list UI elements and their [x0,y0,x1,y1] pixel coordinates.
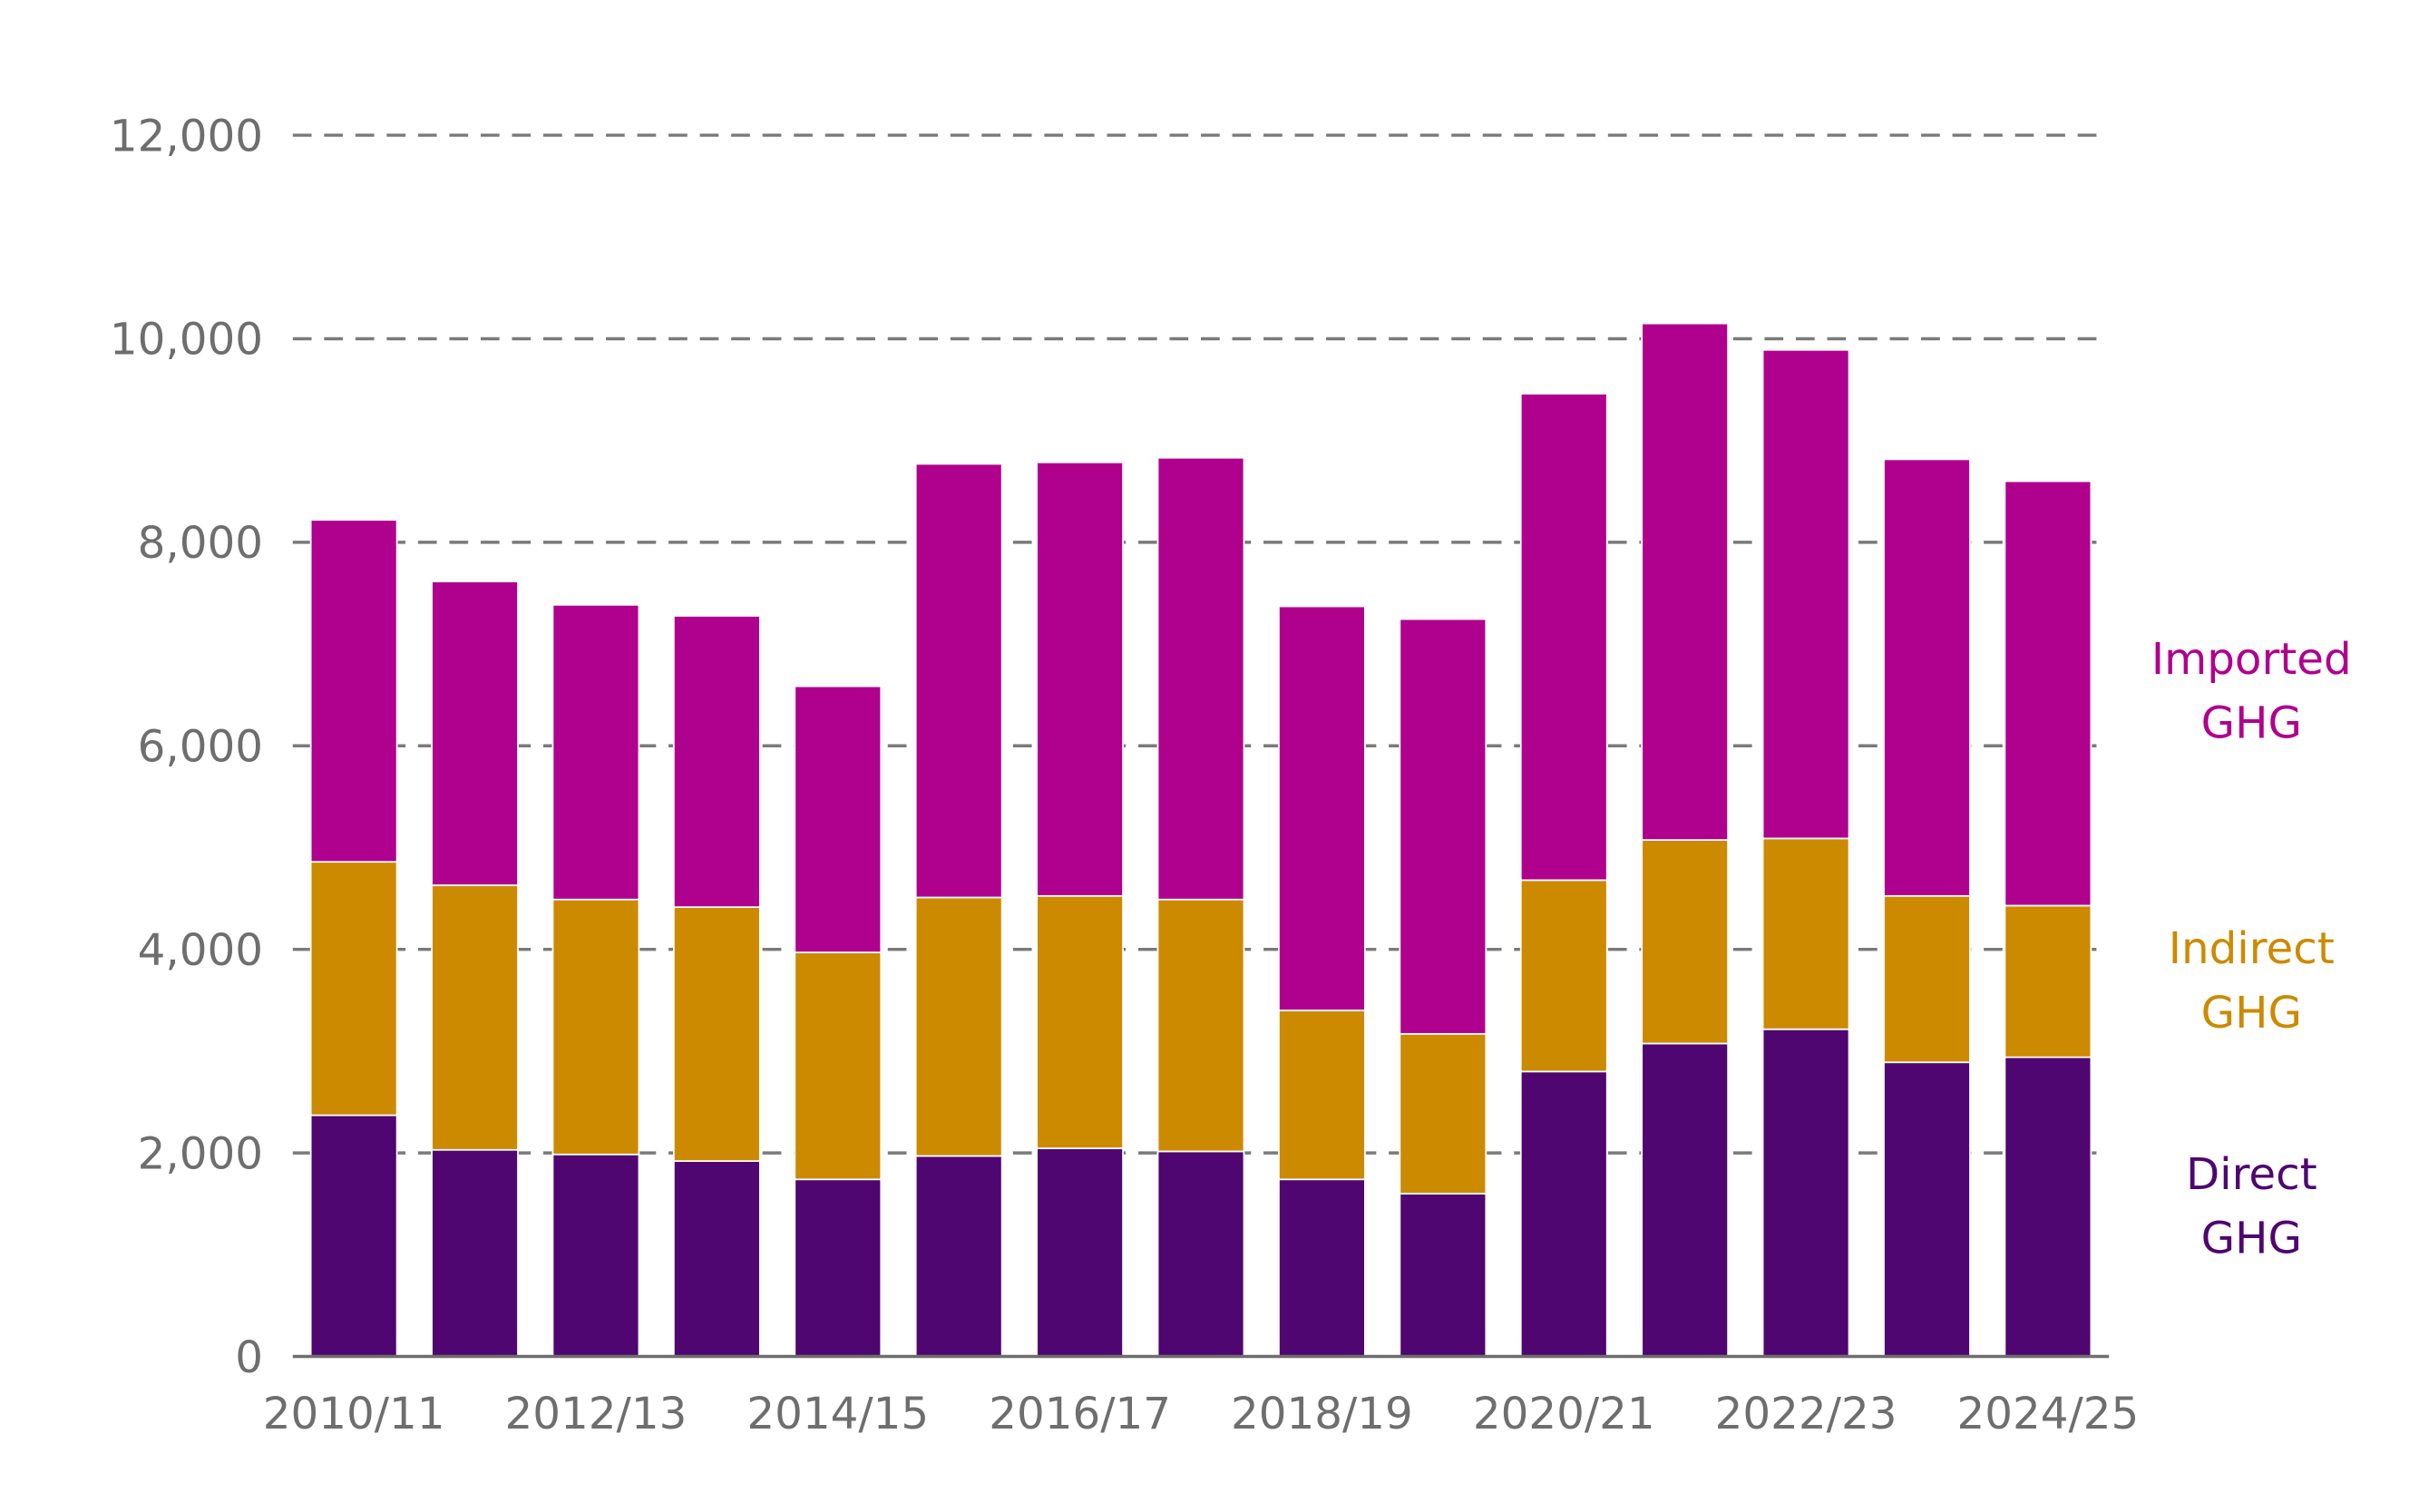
bar-imported-ghg [1278,605,1366,1011]
bar-direct-ghg [431,1148,519,1358]
bar-indirect-ghg [1156,898,1245,1153]
bar-direct-ghg [673,1160,761,1358]
bar-indirect-ghg [673,906,761,1162]
y-tick-label: 8,000 [138,518,263,569]
x-axis-ticks: 2010/11 2012/13 2014/15 2016/17 2018/19 2020/… [263,1389,2140,1439]
bar-indirect-ghg [794,951,883,1181]
bar-direct-ghg [309,1114,398,1358]
bar-stack-2013/14 [673,615,761,1358]
bar-imported-ghg [551,604,640,901]
bar-stack-2012/13 [551,604,640,1358]
bar-stack-2014/15 [794,685,883,1358]
bar-imported-ghg [1399,618,1487,1035]
y-tick-label: 10,000 [110,315,263,366]
bar-direct-ghg [1036,1147,1124,1358]
bar-stack-2024/25 [2004,480,2092,1358]
bar-stack-2019/20 [1399,618,1487,1358]
bar-imported-ghg [1156,456,1245,901]
bar-indirect-ghg [1641,839,1729,1045]
bar-direct-ghg [1761,1028,1850,1358]
bars [309,322,2092,1358]
bar-indirect-ghg [309,861,398,1117]
x-tick-label: 2018/19 [1231,1389,1413,1439]
bar-imported-ghg [1761,348,1850,840]
bar-stack-2016/17 [1036,461,1124,1358]
bar-imported-ghg [1883,458,1971,897]
y-tick-label: 2,000 [138,1128,263,1179]
bar-imported-ghg [431,580,519,886]
bar-stack-2011/12 [431,580,519,1358]
bar-imported-ghg [794,685,883,953]
bar-indirect-ghg [431,884,519,1151]
x-tick-label: 2024/25 [1956,1389,2139,1439]
bar-stack-2021/22 [1641,322,1729,1358]
y-tick-label: 4,000 [138,925,263,976]
bar-stack-2010/11 [309,519,398,1358]
bar-imported-ghg [2004,480,2092,907]
bar-imported-ghg [673,615,761,908]
x-tick-label: 2016/17 [989,1389,1171,1439]
bar-imported-ghg [914,463,1003,899]
x-tick-label: 2012/13 [505,1389,688,1439]
bar-direct-ghg [551,1153,640,1358]
legend: Imported GHG Indirect GHG Direct GHG [2151,634,2352,1264]
bar-direct-ghg [1156,1150,1245,1358]
y-axis-ticks: 0 2,000 4,000 6,000 8,000 10,000 12,000 [110,111,263,1382]
bar-stack-2015/16 [914,463,1003,1358]
bar-direct-ghg [794,1178,883,1358]
y-tick-label: 12,000 [110,111,263,161]
x-tick-label: 2014/15 [746,1389,929,1439]
bar-stack-2018/19 [1278,605,1366,1358]
bar-direct-ghg [2004,1056,2092,1358]
bar-direct-ghg [1278,1178,1366,1358]
bar-imported-ghg [1036,461,1124,897]
bar-imported-ghg [1641,322,1729,841]
bar-stack-2017/18 [1156,456,1245,1358]
x-tick-label: 2020/21 [1473,1389,1655,1439]
bar-direct-ghg [914,1155,1003,1358]
y-tick-label: 6,000 [138,722,263,773]
bar-indirect-ghg [1761,837,1850,1030]
bar-stack-2023/24 [1883,458,1971,1358]
legend-direct-line1: Direct [2186,1149,2317,1200]
legend-direct-line2: GHG [2201,1214,2302,1264]
bar-imported-ghg [1519,393,1608,882]
bar-indirect-ghg [1519,879,1608,1073]
bar-direct-ghg [1883,1061,1971,1358]
legend-imported-line2: GHG [2201,698,2302,749]
bar-indirect-ghg [1883,894,1971,1064]
bar-direct-ghg [1399,1193,1487,1358]
y-tick-label: 0 [235,1332,263,1383]
bar-indirect-ghg [1399,1032,1487,1195]
bar-stack-2022/23 [1761,348,1850,1358]
bar-indirect-ghg [1036,894,1124,1149]
bar-indirect-ghg [1278,1010,1366,1181]
bar-stack-2020/21 [1519,393,1608,1358]
bar-imported-ghg [309,519,398,863]
bar-direct-ghg [1519,1070,1608,1358]
legend-indirect-line2: GHG [2201,988,2302,1039]
legend-imported-line1: Imported [2151,634,2352,685]
x-tick-label: 2022/23 [1715,1389,1897,1439]
bar-indirect-ghg [914,896,1003,1157]
bar-indirect-ghg [551,898,640,1156]
bar-direct-ghg [1641,1042,1729,1358]
bar-indirect-ghg [2004,904,2092,1058]
legend-indirect-line1: Indirect [2169,923,2335,974]
x-tick-label: 2010/11 [263,1389,445,1439]
